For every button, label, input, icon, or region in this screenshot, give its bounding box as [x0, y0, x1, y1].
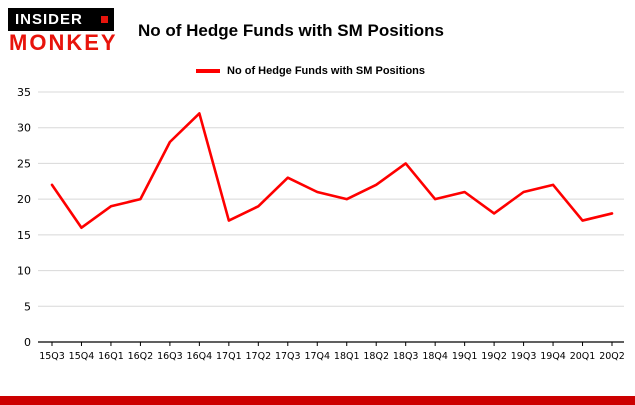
logo-insider-bar: INSIDER	[8, 8, 114, 31]
legend-line-swatch	[196, 69, 220, 74]
x-tick-label: 18Q2	[363, 351, 389, 362]
x-tick-label: 16Q4	[187, 351, 213, 362]
x-tick-label: 18Q1	[334, 351, 360, 362]
logo-monkey-text: MONKEY	[9, 30, 118, 55]
x-tick-label: 16Q2	[128, 351, 154, 362]
x-tick-label: 17Q4	[304, 351, 330, 362]
chart-title: No of Hedge Funds with SM Positions	[138, 21, 444, 41]
logo-red-square	[101, 16, 108, 23]
legend: No of Hedge Funds with SM Positions	[196, 64, 635, 78]
insider-monkey-logo: INSIDER MONKEY	[8, 8, 118, 55]
x-tick-label: 19Q3	[511, 351, 537, 362]
logo-insider-text: INSIDER	[15, 11, 83, 28]
x-tick-label: 15Q3	[39, 351, 65, 362]
x-tick-label: 16Q1	[98, 351, 124, 362]
y-tick-label: 30	[17, 122, 31, 135]
x-tick-label: 20Q1	[570, 351, 596, 362]
y-tick-label: 35	[17, 86, 31, 99]
y-tick-label: 20	[17, 193, 31, 206]
y-tick-label: 25	[17, 158, 31, 171]
y-tick-label: 5	[24, 300, 31, 313]
legend-label: No of Hedge Funds with SM Positions	[227, 65, 425, 78]
bottom-red-bar	[0, 396, 635, 405]
x-tick-label: 17Q2	[246, 351, 272, 362]
x-tick-label: 18Q3	[393, 351, 419, 362]
y-tick-label: 15	[17, 229, 31, 242]
x-tick-label: 19Q1	[452, 351, 478, 362]
x-tick-label: 20Q2	[599, 351, 625, 362]
chart-area: 0 5 10 15 20 25 30 35 15Q3 15Q4 16Q1 16Q2 16Q3 16Q4 17…	[0, 80, 635, 380]
x-tick-label: 17Q1	[216, 351, 242, 362]
x-tick-label: 18Q4	[422, 351, 448, 362]
x-tick-label: 17Q3	[275, 351, 301, 362]
y-tick-label: 10	[17, 265, 31, 278]
series-line	[50, 112, 614, 230]
x-tick-label: 15Q4	[69, 351, 95, 362]
y-tick-label: 0	[24, 336, 31, 349]
x-tick-label: 16Q3	[157, 351, 183, 362]
x-tick-label: 19Q4	[540, 351, 566, 362]
x-tick-label: 19Q2	[481, 351, 507, 362]
header: INSIDER MONKEY No of Hedge Funds with SM…	[0, 0, 635, 54]
